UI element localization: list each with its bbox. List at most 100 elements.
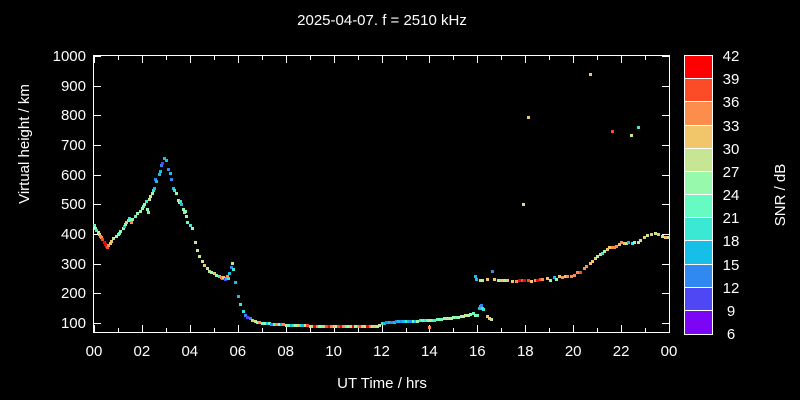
- data-point: [633, 241, 637, 245]
- colorbar-cell: [685, 311, 712, 334]
- data-point: [140, 206, 144, 210]
- data-point: [119, 229, 123, 233]
- data-point: [150, 191, 154, 195]
- data-point: [452, 316, 456, 320]
- x-minor-tick: [597, 56, 599, 60]
- data-point: [493, 278, 497, 282]
- data-point: [520, 279, 524, 283]
- x-major-tick: [285, 56, 287, 63]
- data-point: [566, 274, 570, 278]
- data-point: [573, 273, 577, 277]
- data-point: [627, 241, 631, 245]
- data-point: [239, 302, 243, 306]
- colorbar-cell: [685, 102, 712, 126]
- data-point: [442, 317, 446, 321]
- y-major-tick: [94, 174, 101, 176]
- data-point: [196, 249, 199, 253]
- data-point: [124, 222, 128, 226]
- y-major-tick: [662, 85, 669, 87]
- data-point: [263, 322, 267, 326]
- data-point: [227, 277, 231, 280]
- y-major-tick: [94, 293, 101, 295]
- x-minor-tick: [549, 328, 551, 332]
- data-point: [337, 324, 341, 328]
- x-major-tick: [333, 56, 335, 63]
- y-tick-label: 800: [60, 107, 86, 125]
- data-point: [100, 236, 104, 239]
- x-minor-tick: [357, 328, 359, 332]
- data-point: [260, 321, 264, 325]
- x-major-tick: [333, 325, 335, 332]
- data-point: [243, 313, 247, 317]
- data-point: [122, 224, 126, 228]
- data-point: [426, 319, 429, 323]
- data-point: [155, 179, 159, 183]
- data-point: [236, 295, 240, 299]
- data-point: [481, 278, 485, 282]
- data-point: [557, 274, 561, 278]
- data-point: [228, 271, 232, 275]
- data-point: [496, 279, 500, 283]
- data-point: [102, 240, 106, 244]
- data-point: [270, 322, 274, 326]
- data-point: [373, 324, 377, 328]
- y-tick-label: 600: [60, 166, 86, 184]
- data-point: [536, 278, 540, 282]
- x-major-tick: [525, 56, 527, 63]
- data-point: [526, 279, 530, 283]
- y-major-tick: [94, 204, 101, 206]
- data-point: [149, 195, 153, 199]
- data-point: [106, 246, 110, 250]
- data-point: [478, 279, 482, 283]
- data-point: [588, 72, 592, 76]
- x-major-tick: [429, 56, 431, 63]
- data-point: [462, 315, 465, 318]
- data-point: [392, 320, 396, 324]
- data-point: [502, 278, 506, 282]
- data-point: [385, 321, 389, 325]
- data-point: [642, 236, 646, 239]
- data-point: [200, 260, 204, 264]
- data-point: [521, 203, 525, 207]
- data-point: [430, 318, 434, 322]
- data-point: [133, 214, 137, 218]
- x-minor-tick: [501, 328, 503, 332]
- data-point: [402, 320, 406, 323]
- x-tick-label: 12: [373, 343, 390, 360]
- x-minor-tick: [261, 328, 263, 332]
- data-point: [569, 275, 573, 279]
- data-point: [351, 324, 355, 328]
- x-major-tick: [573, 56, 575, 63]
- x-major-tick: [237, 56, 239, 63]
- x-minor-tick: [165, 328, 167, 332]
- x-minor-tick: [357, 56, 359, 60]
- x-minor-tick: [118, 56, 119, 60]
- x-major-tick: [94, 56, 95, 63]
- y-tick-label: 100: [60, 315, 86, 333]
- data-point: [387, 320, 391, 324]
- data-point: [107, 244, 111, 248]
- data-point: [112, 236, 116, 240]
- data-point: [630, 242, 634, 245]
- data-point: [289, 323, 293, 327]
- data-point: [349, 324, 353, 328]
- data-point: [118, 231, 122, 235]
- x-major-tick: [381, 56, 383, 63]
- colorbar-cell: [685, 218, 712, 241]
- data-point: [394, 320, 398, 324]
- data-point: [366, 324, 370, 328]
- colorbar-tick-label: 30: [722, 140, 740, 158]
- x-minor-tick: [309, 56, 311, 60]
- x-minor-tick: [453, 56, 455, 60]
- data-point: [653, 232, 657, 236]
- data-point: [511, 280, 515, 284]
- data-point: [95, 228, 99, 232]
- data-point: [533, 279, 537, 283]
- data-point: [158, 169, 162, 173]
- data-point: [210, 271, 214, 275]
- data-point: [275, 323, 279, 326]
- data-point: [477, 307, 481, 311]
- y-major-tick: [662, 145, 669, 146]
- data-point: [418, 319, 422, 323]
- data-point: [253, 319, 257, 323]
